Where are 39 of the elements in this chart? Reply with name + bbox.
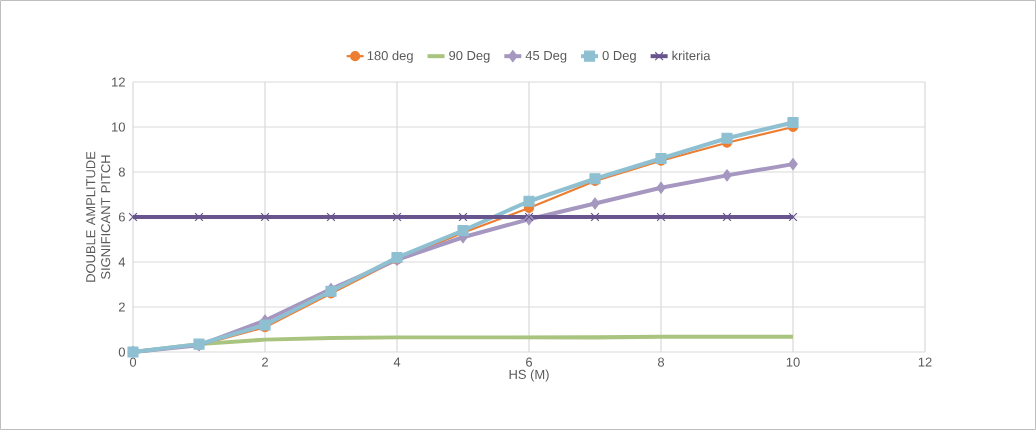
point [590,197,600,210]
point [722,212,732,222]
y-tick-label: 8 [118,167,125,177]
x-tick-label: 6 [526,357,533,367]
x-tick-label: 10 [786,357,800,367]
point [128,212,138,222]
point [787,116,799,129]
x-tick-label: 12 [918,357,932,367]
y-axis-title: DOUBLE AMPLITUDE SIGNIFICANT PITCH [86,151,111,282]
x-tick-label: 2 [262,357,268,367]
point [523,195,535,207]
point [788,212,798,222]
point [590,212,600,222]
legend-label: kriteria [672,50,711,61]
x-axis-title: HS (M) [509,369,549,382]
legend-label: 180 deg [367,50,413,63]
legend-label: 45 Deg [525,50,567,63]
legend-label: 90 Deg [449,50,490,63]
legend-label: 0 Deg [602,50,636,63]
point [392,212,402,222]
point [194,212,204,222]
y-tick-label: 12 [112,77,125,87]
y-tick-label: 6 [118,212,125,222]
x-tick-label: 8 [657,357,665,367]
x-tick-label: 4 [393,357,401,367]
point [260,212,270,222]
point [656,212,666,222]
y-tick-label: 2 [118,302,125,312]
x-tick-label: 0 [129,357,137,367]
point [326,212,336,222]
y-tick-label: 0 [118,347,125,357]
point [656,181,666,194]
y-tick-label: 10 [112,122,125,132]
point [524,212,534,222]
y-tick-label: 4 [118,257,126,267]
point [788,158,798,171]
point [721,132,733,144]
point [722,169,732,182]
point [458,212,468,222]
